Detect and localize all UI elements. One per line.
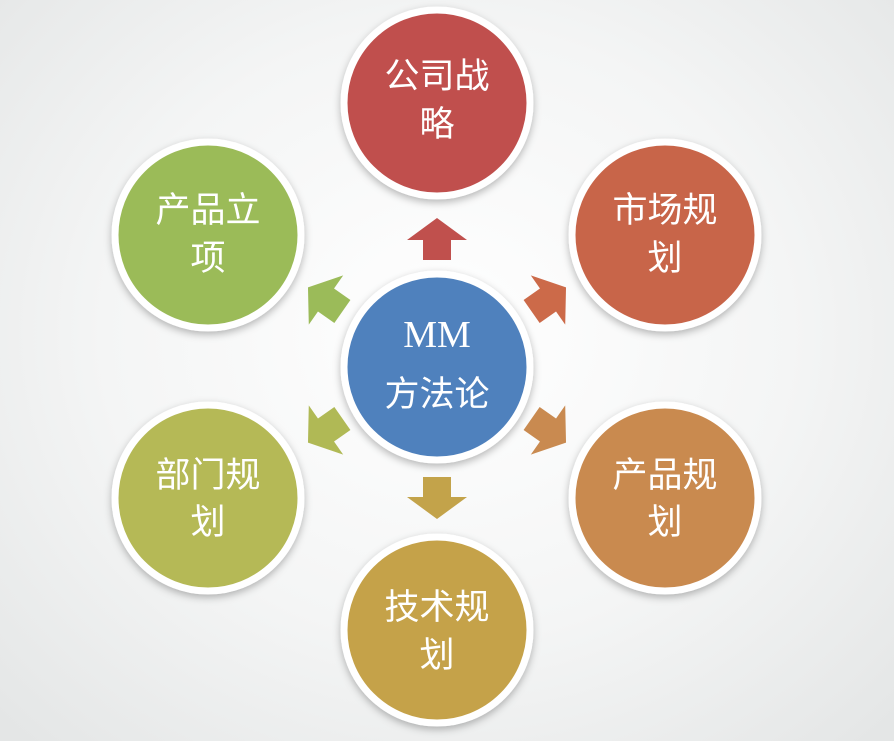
node-label-line2: 项	[190, 239, 225, 279]
node-label-line2: 划	[190, 503, 225, 543]
node-label-line2: 划	[419, 636, 454, 676]
arrow-to-tech-plan	[407, 477, 467, 519]
center-node: MM 方法论	[340, 270, 534, 464]
arrows	[307, 218, 567, 519]
node-label-line1: 部门规	[155, 456, 260, 496]
node-label-line1: 公司战	[384, 57, 489, 97]
arrow-to-market	[523, 275, 567, 325]
arrow-to-dept-plan	[307, 405, 351, 455]
center-label-line2: 方法论	[384, 375, 489, 415]
node-circle	[111, 138, 305, 332]
arrow-to-product-plan	[523, 405, 567, 455]
node-product-init: 产品立 项	[111, 138, 305, 332]
arrow-to-strategy	[407, 218, 467, 260]
node-strategy: 公司战 略	[340, 6, 534, 200]
arrow-to-product-init	[307, 275, 351, 325]
node-dept-plan: 部门规 划	[111, 401, 305, 595]
node-circle	[568, 401, 762, 595]
center-label-line1: MM	[403, 314, 471, 356]
node-label-line1: 市场规	[612, 191, 717, 231]
node-circle	[340, 533, 534, 727]
node-product-plan: 产品规 划	[568, 401, 762, 595]
node-tech-plan: 技术规 划	[340, 533, 534, 727]
node-label-line1: 技术规	[384, 588, 489, 628]
node-label-line2: 略	[419, 105, 454, 145]
node-label-line1: 产品立	[155, 191, 260, 231]
node-label-line2: 划	[647, 503, 682, 543]
node-circle	[568, 138, 762, 332]
node-market: 市场规 划	[568, 138, 762, 332]
node-circle	[111, 401, 305, 595]
node-label-line2: 划	[647, 239, 682, 279]
center-circle	[340, 270, 534, 464]
node-circle	[340, 6, 534, 200]
node-label-line1: 产品规	[612, 456, 717, 496]
